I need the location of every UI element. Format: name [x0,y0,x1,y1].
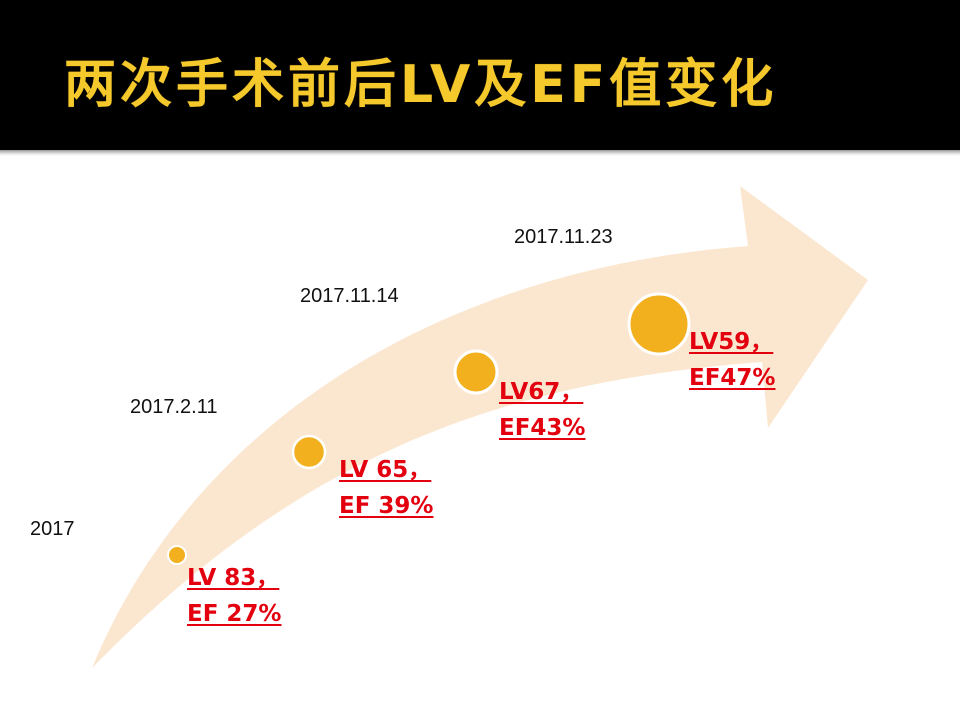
lv-value-3: LV67， [499,379,584,405]
ef-value-4: EF47% [689,365,776,391]
date-label-1: 2017 [30,518,75,540]
lv-value-2: LV 65， [339,457,432,483]
date-label-2: 2017.2.11 [130,396,218,418]
marker-circle-2 [291,434,327,470]
ef-value-2: EF 39% [339,493,434,519]
measurement-1: LV 83， EF 27% [187,560,281,632]
marker-circle-3 [453,349,499,395]
lv-value-4: LV59， [689,329,774,355]
ef-value-1: EF 27% [187,601,282,627]
lv-value-1: LV 83， [187,565,280,591]
title-bar [0,0,960,150]
measurement-3: LV67， EF43% [499,374,585,446]
date-label-3: 2017.11.14 [300,285,399,307]
marker-circle-1 [167,545,187,565]
slide-title: 两次手术前后LV及EF值变化 [64,55,778,115]
measurement-4: LV59， EF47% [689,324,775,396]
measurement-2: LV 65， EF 39% [339,452,433,524]
title-divider [0,150,960,156]
ef-value-3: EF43% [499,415,586,441]
marker-circle-4 [627,292,691,356]
date-label-4: 2017.11.23 [514,226,613,248]
timeline-markers [167,292,691,565]
